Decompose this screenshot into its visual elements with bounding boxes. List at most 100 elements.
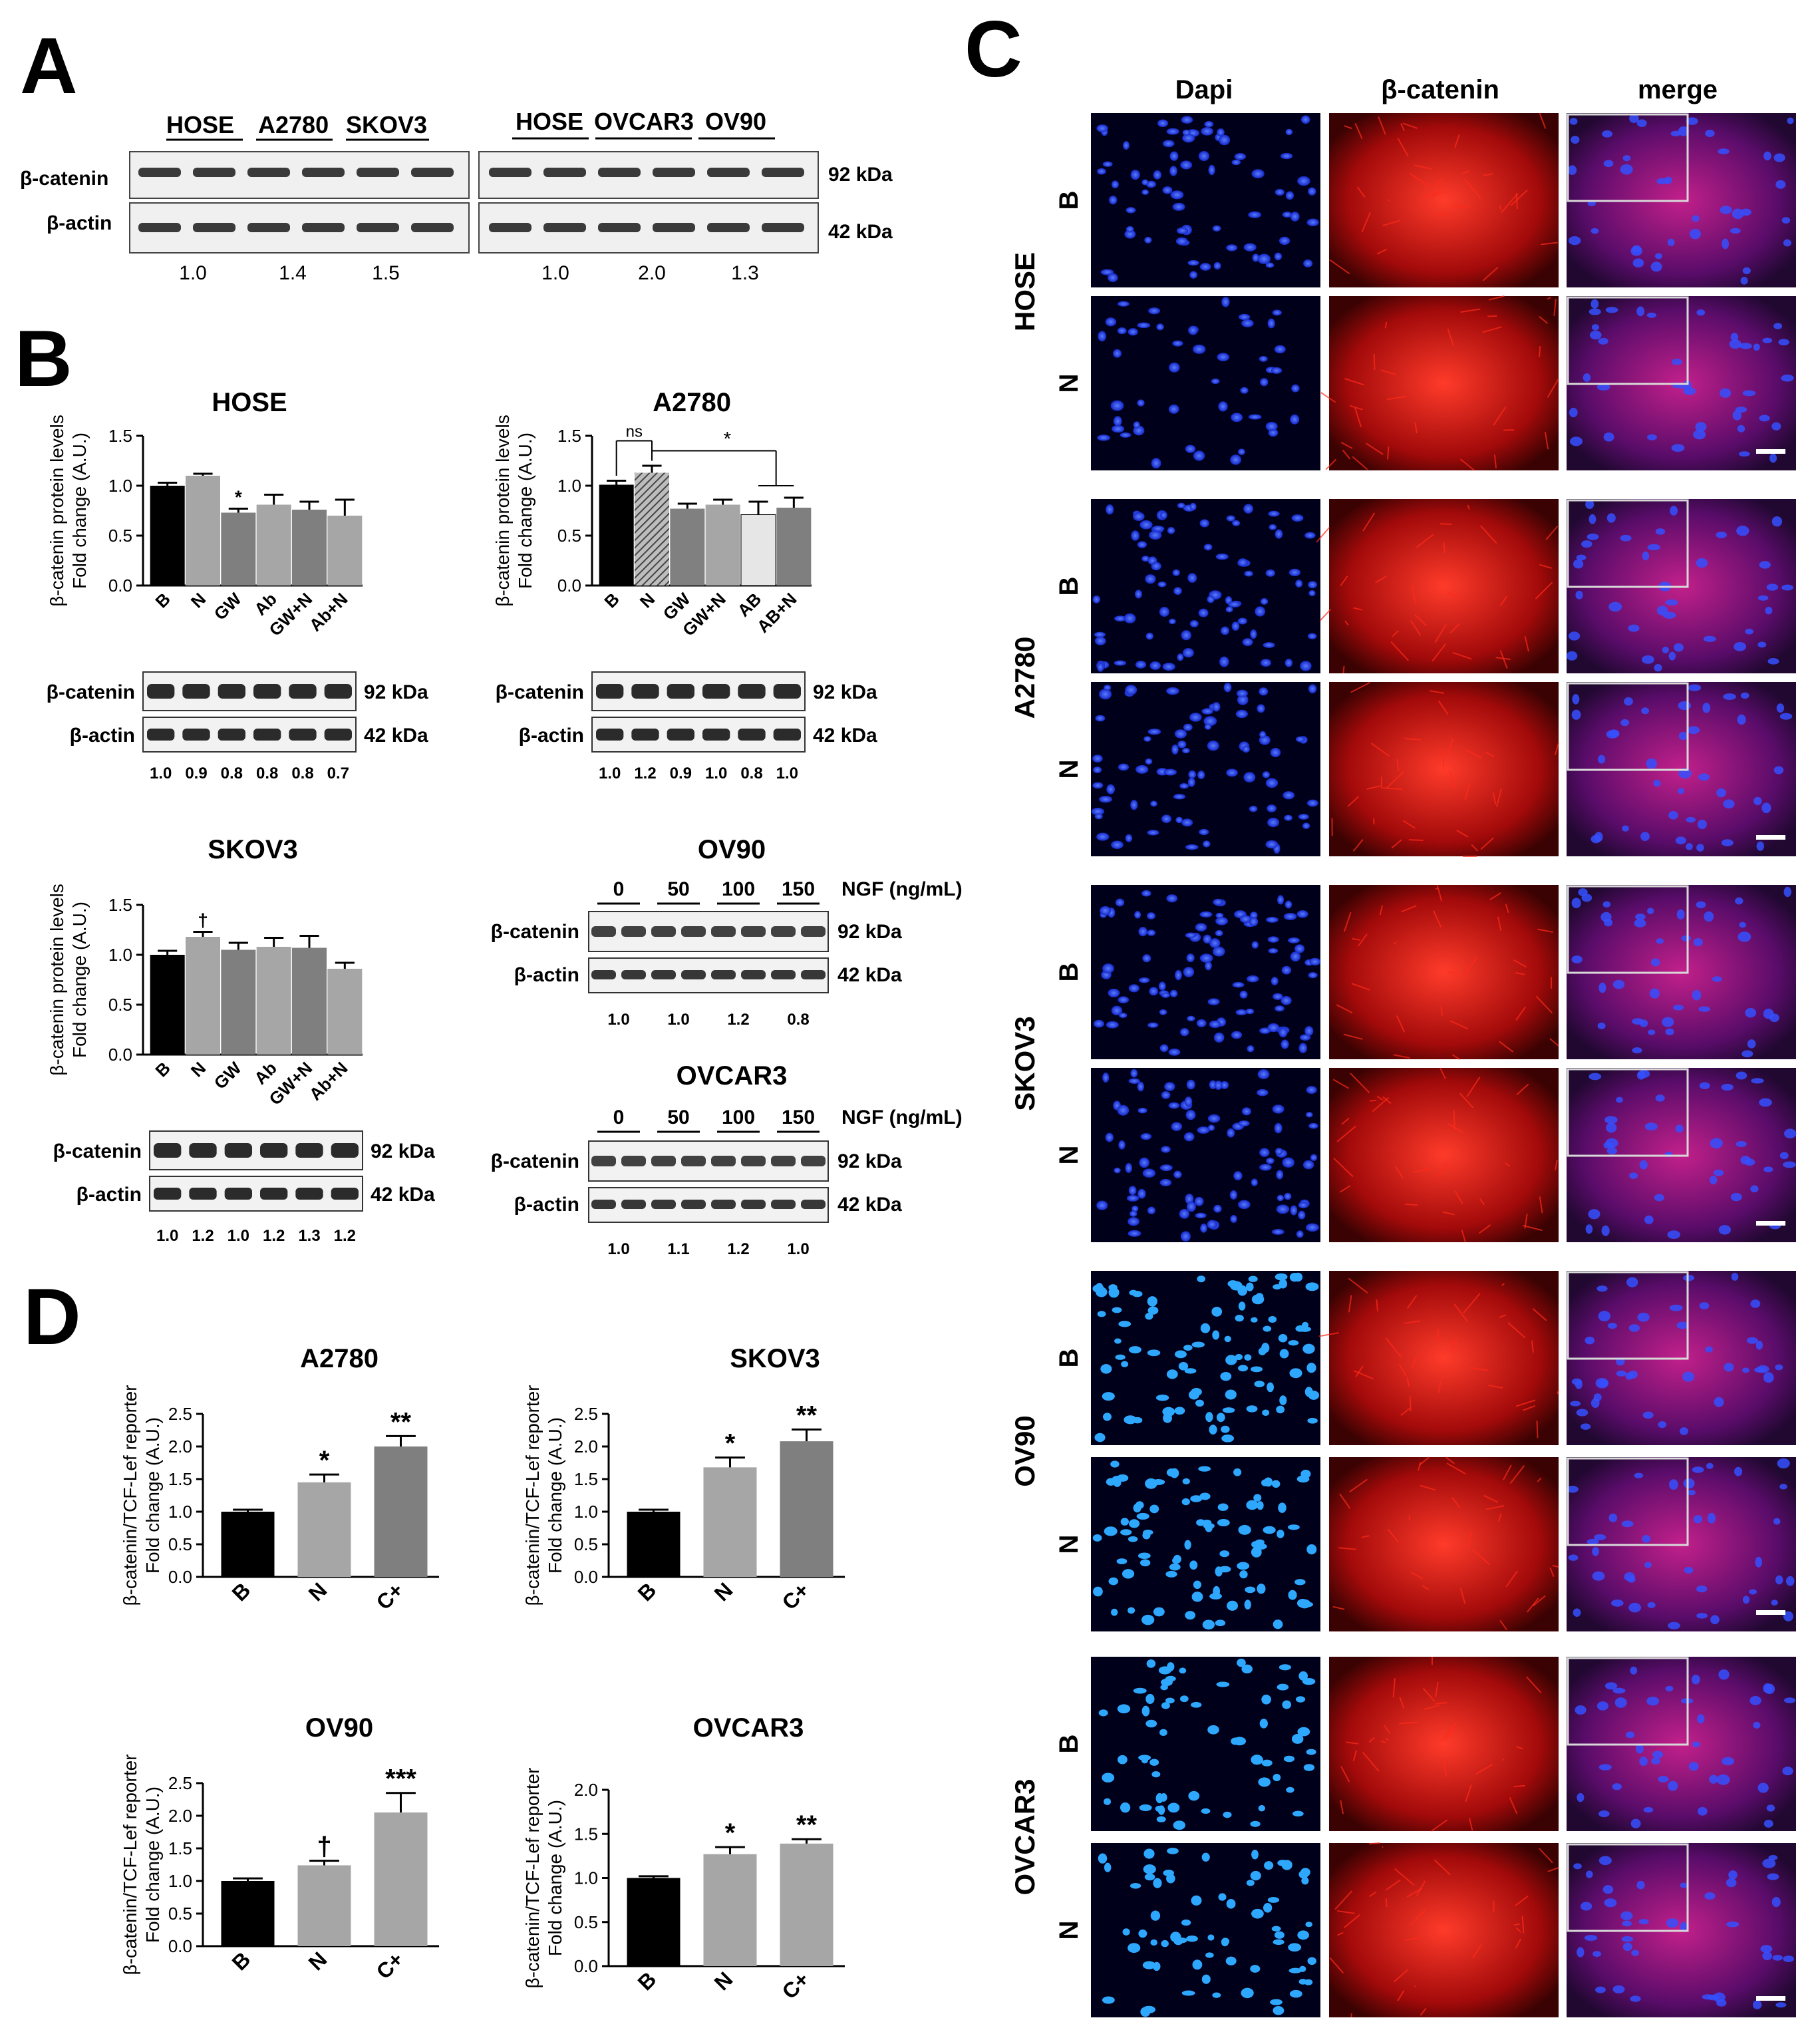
bar [670, 508, 705, 586]
blot-band [154, 1188, 182, 1200]
nucleus [1608, 1513, 1618, 1522]
kda-92: 92 kDa [364, 681, 428, 703]
nucleus [1196, 1019, 1207, 1027]
nucleus [1201, 126, 1213, 136]
nucleus [1732, 208, 1744, 220]
nucleus [1614, 1697, 1627, 1708]
nucleus [1147, 912, 1155, 920]
membrane-stain [1505, 904, 1509, 914]
y-axis-label: Fold change (A.U.) [545, 1417, 565, 1574]
nucleus [1576, 554, 1587, 561]
nucleus [1202, 1619, 1215, 1630]
membrane-stain [1319, 609, 1332, 621]
nucleus [1217, 128, 1225, 136]
blot-band [711, 926, 736, 937]
nucleus [1222, 1407, 1235, 1413]
nucleus [1190, 1495, 1203, 1502]
nucleus [1126, 1194, 1139, 1202]
blot-band [543, 168, 586, 177]
membrane-stain [1465, 1784, 1472, 1802]
blot-ratio: 1.0 [150, 764, 172, 782]
nucleus [1686, 117, 1698, 125]
nucleus [1122, 1928, 1130, 1936]
significance-marker: * [319, 1446, 330, 1475]
nucleus [1097, 1311, 1106, 1317]
membrane-stain [1466, 1077, 1481, 1098]
nucleus [1142, 1961, 1156, 1969]
nucleus [1632, 1047, 1642, 1054]
membrane-stain [1492, 792, 1497, 805]
blot-band [247, 168, 290, 177]
panel-label-d: D [23, 1272, 81, 1361]
nucleus [1120, 432, 1132, 438]
nucleus [1102, 1392, 1115, 1401]
bar [635, 472, 669, 586]
nucleus [1250, 912, 1258, 920]
nucleus [1092, 755, 1103, 762]
nucleus [1235, 1353, 1243, 1361]
nucleus [1225, 1389, 1237, 1400]
chart-title: A2780 [300, 1344, 379, 1373]
membrane-stain [1361, 1535, 1370, 1538]
nucleus [1213, 1204, 1222, 1213]
nucleus [1705, 1346, 1713, 1353]
nucleus [1598, 1764, 1612, 1771]
nucleus [1217, 353, 1230, 361]
x-tick-label: N [187, 1058, 210, 1081]
nucleus [1716, 531, 1727, 538]
blot-band [681, 1200, 706, 1209]
significance-marker: ** [796, 1810, 818, 1840]
membrane-stain [1549, 1567, 1555, 1578]
nucleus [1217, 1519, 1230, 1527]
nucleus [1259, 355, 1268, 362]
nucleus [1233, 1468, 1242, 1476]
nucleus [1098, 1853, 1108, 1864]
nucleus [1145, 1478, 1157, 1489]
membrane-stain [1355, 1365, 1364, 1377]
nucleus [1767, 658, 1779, 665]
nucleus [1238, 1365, 1249, 1372]
nucleus [1240, 387, 1249, 394]
nucleus [1262, 771, 1270, 778]
membrane-stain [1434, 623, 1447, 643]
nucleus [1188, 770, 1197, 779]
membrane-stain [1493, 454, 1497, 468]
nucleus [1746, 1337, 1758, 1344]
nucleus [1144, 1873, 1155, 1881]
nucleus [1278, 1502, 1287, 1513]
nucleus [1639, 1757, 1648, 1767]
membrane-stain [1524, 636, 1529, 652]
nucleus [1763, 151, 1771, 161]
cell-line-label: HOSE [1009, 252, 1040, 331]
nucleus [1591, 228, 1599, 234]
nucleus [1125, 834, 1133, 842]
nucleus [1573, 1863, 1582, 1870]
nucleus [1161, 814, 1172, 823]
membrane-stain [1509, 1797, 1518, 1814]
nucleus [1110, 1460, 1120, 1468]
nucleus [1283, 791, 1295, 800]
condition-label: B [1054, 191, 1084, 210]
membrane-stain [1535, 582, 1553, 599]
nucleus [1179, 1695, 1189, 1703]
membrane-stain [1348, 1277, 1368, 1294]
nucleus [1671, 444, 1685, 452]
y-tick-label: 0.5 [108, 526, 132, 546]
y-tick-label: 2.0 [168, 1806, 192, 1826]
nucleus [1185, 1611, 1196, 1620]
y-tick-label: 1.5 [574, 1469, 598, 1489]
membrane-stain [1443, 542, 1445, 554]
bar [327, 969, 363, 1055]
nucleus [1628, 1602, 1641, 1613]
blot-ratio: 1.2 [334, 1227, 356, 1245]
nucleus [1096, 832, 1110, 841]
nucleus [1622, 1920, 1632, 1927]
nucleus [1141, 556, 1150, 562]
nucleus [1278, 1334, 1288, 1343]
nucleus [1179, 1028, 1189, 1037]
nucleus [1656, 605, 1668, 615]
membrane-stain [1405, 1203, 1418, 1206]
nucleus [1167, 526, 1175, 534]
nucleus [1762, 1951, 1772, 1961]
